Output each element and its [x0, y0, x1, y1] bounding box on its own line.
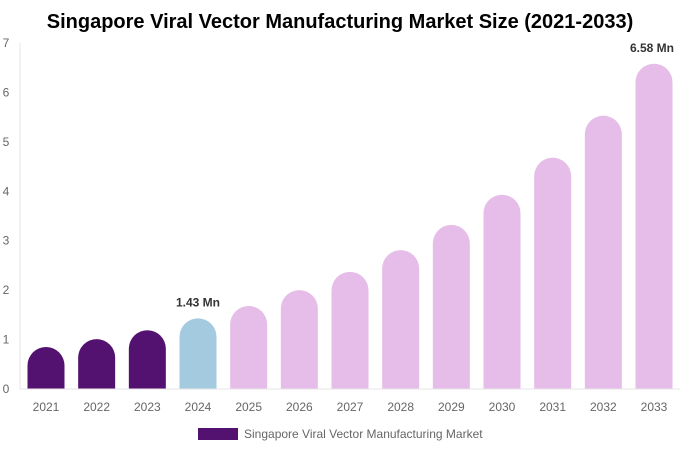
x-tick-label: 2029	[438, 400, 465, 414]
chart-title: Singapore Viral Vector Manufacturing Mar…	[47, 11, 634, 33]
x-tick-label: 2027	[337, 400, 364, 414]
x-tick-label: 2033	[641, 400, 668, 414]
bar-2024[interactable]	[179, 318, 217, 389]
bar-2027[interactable]	[331, 271, 369, 389]
y-axis: 0 1 2 3 4 5 6 7	[3, 36, 21, 396]
x-tick-label: 2032	[590, 400, 617, 414]
x-tick-label: 2028	[387, 400, 414, 414]
bar-2032[interactable]	[584, 115, 622, 389]
y-tick-label: 7	[3, 36, 10, 50]
data-labels: 1.43 Mn 6.58 Mn	[176, 41, 674, 310]
bar-2029[interactable]	[432, 224, 470, 389]
bar-2033[interactable]	[635, 63, 673, 389]
bar-2023[interactable]	[128, 330, 166, 389]
y-tick-label: 1	[3, 333, 10, 347]
data-label-2033: 6.58 Mn	[630, 41, 674, 55]
x-tick-label: 2026	[286, 400, 313, 414]
x-axis: 2021 2022 2023 2024 2025 2026 2027 2028 2029 2030…	[20, 388, 680, 414]
bar-2028[interactable]	[382, 250, 420, 389]
y-tick-label: 0	[3, 382, 10, 396]
bar-2022[interactable]	[78, 339, 116, 389]
y-tick-label: 3	[3, 234, 10, 248]
bar-2025[interactable]	[230, 305, 268, 389]
bar-2026[interactable]	[280, 290, 318, 389]
x-tick-label: 2022	[83, 400, 110, 414]
y-tick-label: 2	[3, 283, 10, 297]
x-tick-label: 2024	[185, 400, 212, 414]
y-tick-label: 5	[3, 135, 10, 149]
y-tick-label: 4	[3, 184, 10, 198]
bar-2030[interactable]	[483, 194, 521, 389]
y-tick-label: 6	[3, 85, 10, 99]
bar-2031[interactable]	[534, 157, 572, 389]
legend-swatch	[198, 428, 238, 440]
x-tick-label: 2025	[235, 400, 262, 414]
x-tick-label: 2031	[539, 400, 566, 414]
x-tick-label: 2023	[134, 400, 161, 414]
legend[interactable]: Singapore Viral Vector Manufacturing Mar…	[198, 427, 483, 441]
legend-label: Singapore Viral Vector Manufacturing Mar…	[244, 427, 483, 441]
bar-2021[interactable]	[27, 346, 65, 389]
bars	[27, 63, 673, 389]
x-tick-label: 2030	[489, 400, 516, 414]
x-tick-label: 2021	[33, 400, 60, 414]
data-label-2024: 1.43 Mn	[176, 295, 220, 309]
